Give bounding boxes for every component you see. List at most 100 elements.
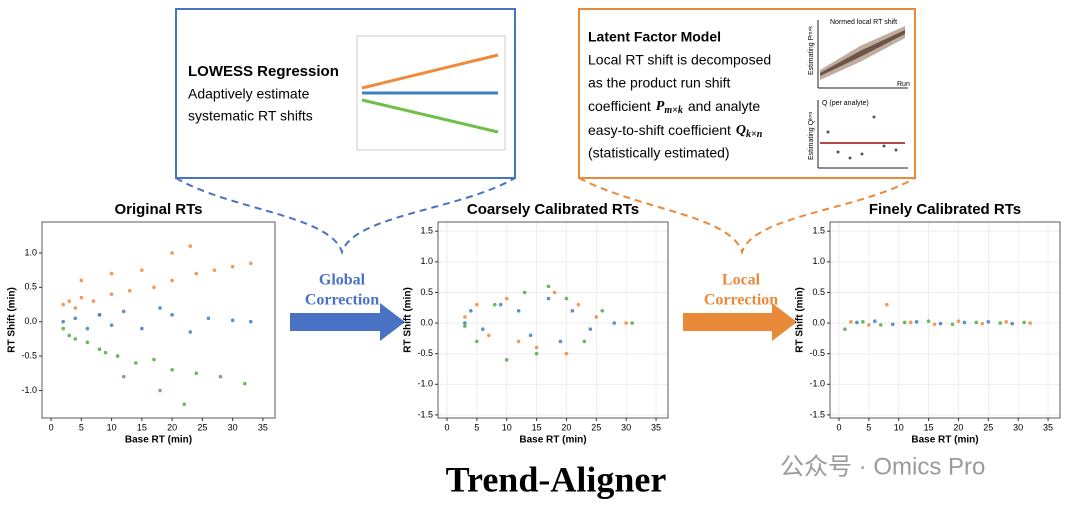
x-axis-label: Base RT (min) — [911, 435, 978, 446]
inset-ylabel: Estimating Qk×n — [808, 112, 815, 160]
point — [212, 268, 217, 272]
point — [61, 302, 65, 307]
y-tick-label: -1.0 — [21, 385, 37, 395]
point — [564, 296, 569, 301]
lowess-line: systematic RT shifts — [188, 108, 313, 124]
x-tick-label: 25 — [591, 422, 601, 432]
lowess-line: Adaptively estimate — [188, 86, 310, 102]
inset-title: Normed local RT shift — [830, 19, 897, 26]
point — [998, 321, 1003, 325]
point — [463, 324, 467, 328]
x-tick-label: 5 — [474, 422, 479, 432]
x-tick-label: 35 — [1043, 422, 1053, 432]
point — [248, 319, 253, 324]
y-tick-label: 0.0 — [420, 317, 433, 327]
point — [558, 339, 563, 344]
latent-inset-p — [817, 20, 908, 89]
point — [950, 322, 955, 327]
point — [61, 326, 65, 331]
point — [61, 319, 65, 324]
point — [504, 358, 509, 362]
point — [103, 350, 108, 355]
x-tick-label: 30 — [1013, 422, 1023, 432]
point — [612, 321, 617, 325]
point — [516, 339, 521, 344]
x-tick-label: 25 — [983, 422, 993, 432]
latent-line: as the product run shift — [588, 75, 731, 91]
x-tick-label: 15 — [137, 422, 147, 432]
point — [79, 295, 84, 300]
x-tick-label: 30 — [621, 422, 631, 432]
point — [109, 323, 114, 327]
point — [188, 244, 193, 248]
x-tick-label: 10 — [107, 422, 117, 432]
point — [158, 388, 162, 393]
point — [121, 374, 126, 379]
point — [73, 316, 78, 321]
point — [582, 339, 587, 344]
point — [188, 330, 193, 334]
point — [867, 323, 871, 327]
point — [140, 326, 144, 331]
inset-xlabel: Run — [897, 81, 910, 88]
x-tick-label: 0 — [444, 422, 449, 432]
point — [481, 327, 485, 331]
y-tick-label: 1.0 — [420, 256, 433, 266]
point — [109, 271, 114, 276]
point — [884, 302, 889, 307]
x-tick-label: 35 — [651, 422, 661, 432]
point — [980, 321, 985, 326]
point — [552, 290, 557, 295]
point — [158, 306, 162, 310]
latent-title: Latent Factor Model — [588, 29, 721, 45]
x-tick-label: 10 — [502, 422, 512, 432]
x-tick-label: 10 — [894, 422, 904, 432]
x-tick-label: 15 — [532, 422, 542, 432]
point — [79, 278, 84, 283]
point — [534, 345, 539, 350]
chart-title: Finely Calibrated RTs — [869, 201, 1021, 218]
y-axis-label: RT Shift (min) — [795, 287, 806, 353]
point — [463, 321, 467, 325]
point — [861, 320, 865, 324]
point — [630, 321, 634, 325]
point — [938, 321, 943, 326]
point — [475, 302, 479, 307]
point — [522, 290, 527, 295]
connector — [578, 177, 916, 256]
inset-title: Q (per analyte) — [822, 100, 869, 107]
point — [134, 361, 138, 365]
point — [588, 327, 593, 331]
x-tick-label: 20 — [167, 422, 177, 432]
point — [504, 296, 509, 301]
point — [115, 354, 120, 358]
point — [1004, 320, 1009, 324]
x-tick-label: 30 — [228, 422, 238, 432]
chart-title: Original RTs — [114, 201, 202, 218]
point — [97, 347, 102, 352]
point — [926, 319, 931, 324]
arrow-label: Correction — [704, 292, 778, 309]
point — [109, 292, 114, 297]
x-tick-label: 0 — [49, 422, 54, 432]
point — [206, 316, 211, 321]
y-tick-label: 0.0 — [24, 316, 37, 326]
arrow-label: Global — [319, 272, 366, 289]
y-tick-label: 0.5 — [420, 287, 433, 297]
point — [67, 299, 72, 303]
latent-box — [578, 8, 916, 179]
x-tick-label: 35 — [258, 422, 268, 432]
inset-ylabel: Estimating Pm×k — [808, 26, 815, 75]
point — [73, 337, 78, 341]
point — [170, 368, 174, 372]
point — [170, 251, 174, 255]
connector — [175, 177, 516, 256]
point — [624, 321, 628, 325]
point — [475, 339, 479, 344]
point — [152, 285, 156, 290]
point — [463, 315, 467, 319]
y-tick-label: 1.0 — [812, 256, 825, 266]
x-tick-label: 0 — [836, 422, 841, 432]
latent-line: (statistically estimated) — [588, 145, 730, 161]
